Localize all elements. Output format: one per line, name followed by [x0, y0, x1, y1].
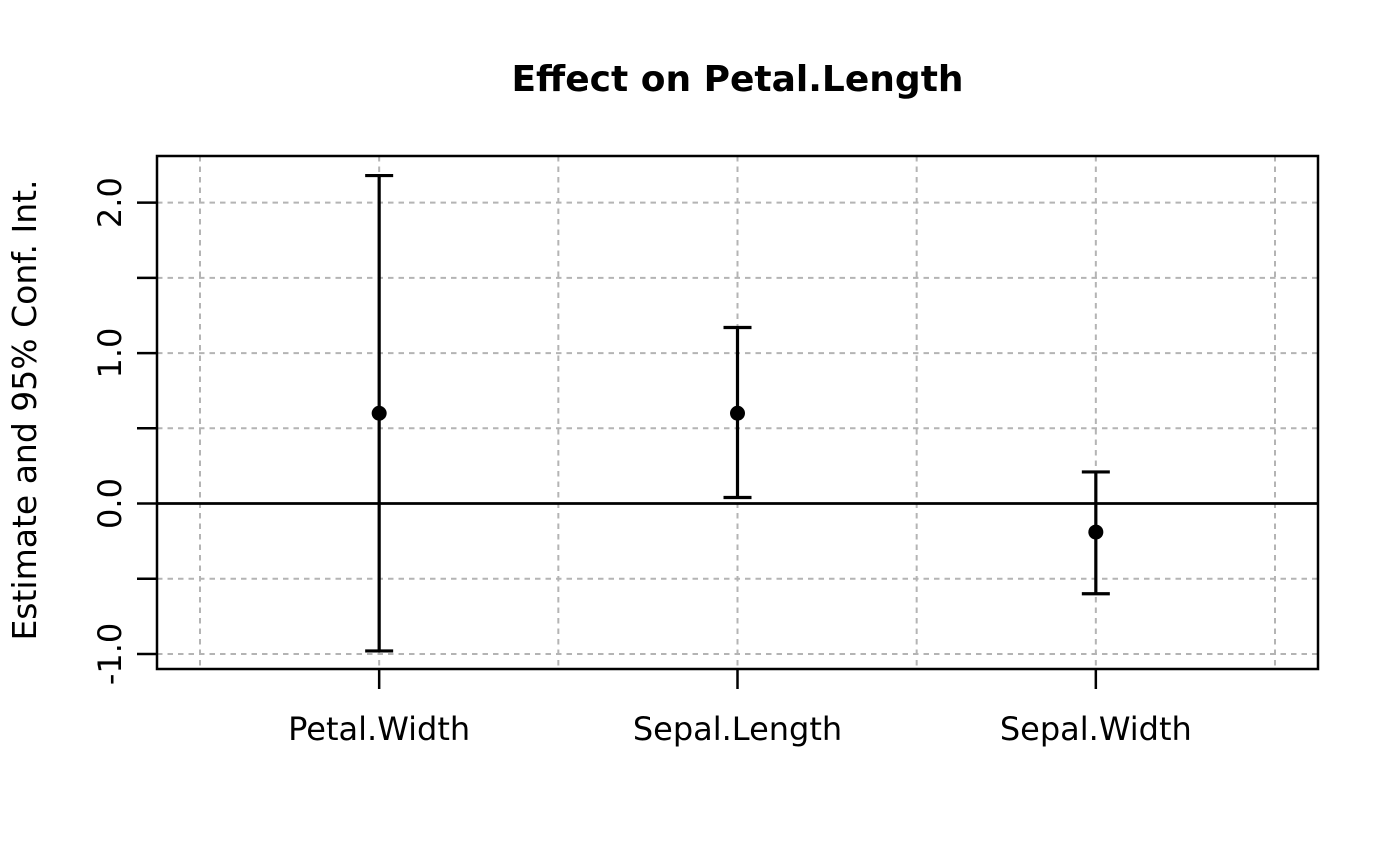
y-axis-label: Estimate and 95% Conf. Int. [5, 179, 44, 641]
chart-title: Effect on Petal.Length [511, 59, 964, 100]
x-tick-label: Petal.Width [288, 710, 470, 748]
estimate-point [371, 405, 387, 421]
x-tick-label: Sepal.Width [1000, 710, 1192, 748]
estimate-point [730, 405, 745, 421]
y-tick-label: -1.0 [91, 623, 129, 685]
x-tick-label: Sepal.Length [633, 710, 842, 748]
y-tick-label: 1.0 [91, 328, 129, 379]
y-tick-label: 2.0 [91, 177, 129, 228]
y-tick-label: 0.0 [91, 478, 129, 529]
estimate-point [1088, 524, 1104, 540]
